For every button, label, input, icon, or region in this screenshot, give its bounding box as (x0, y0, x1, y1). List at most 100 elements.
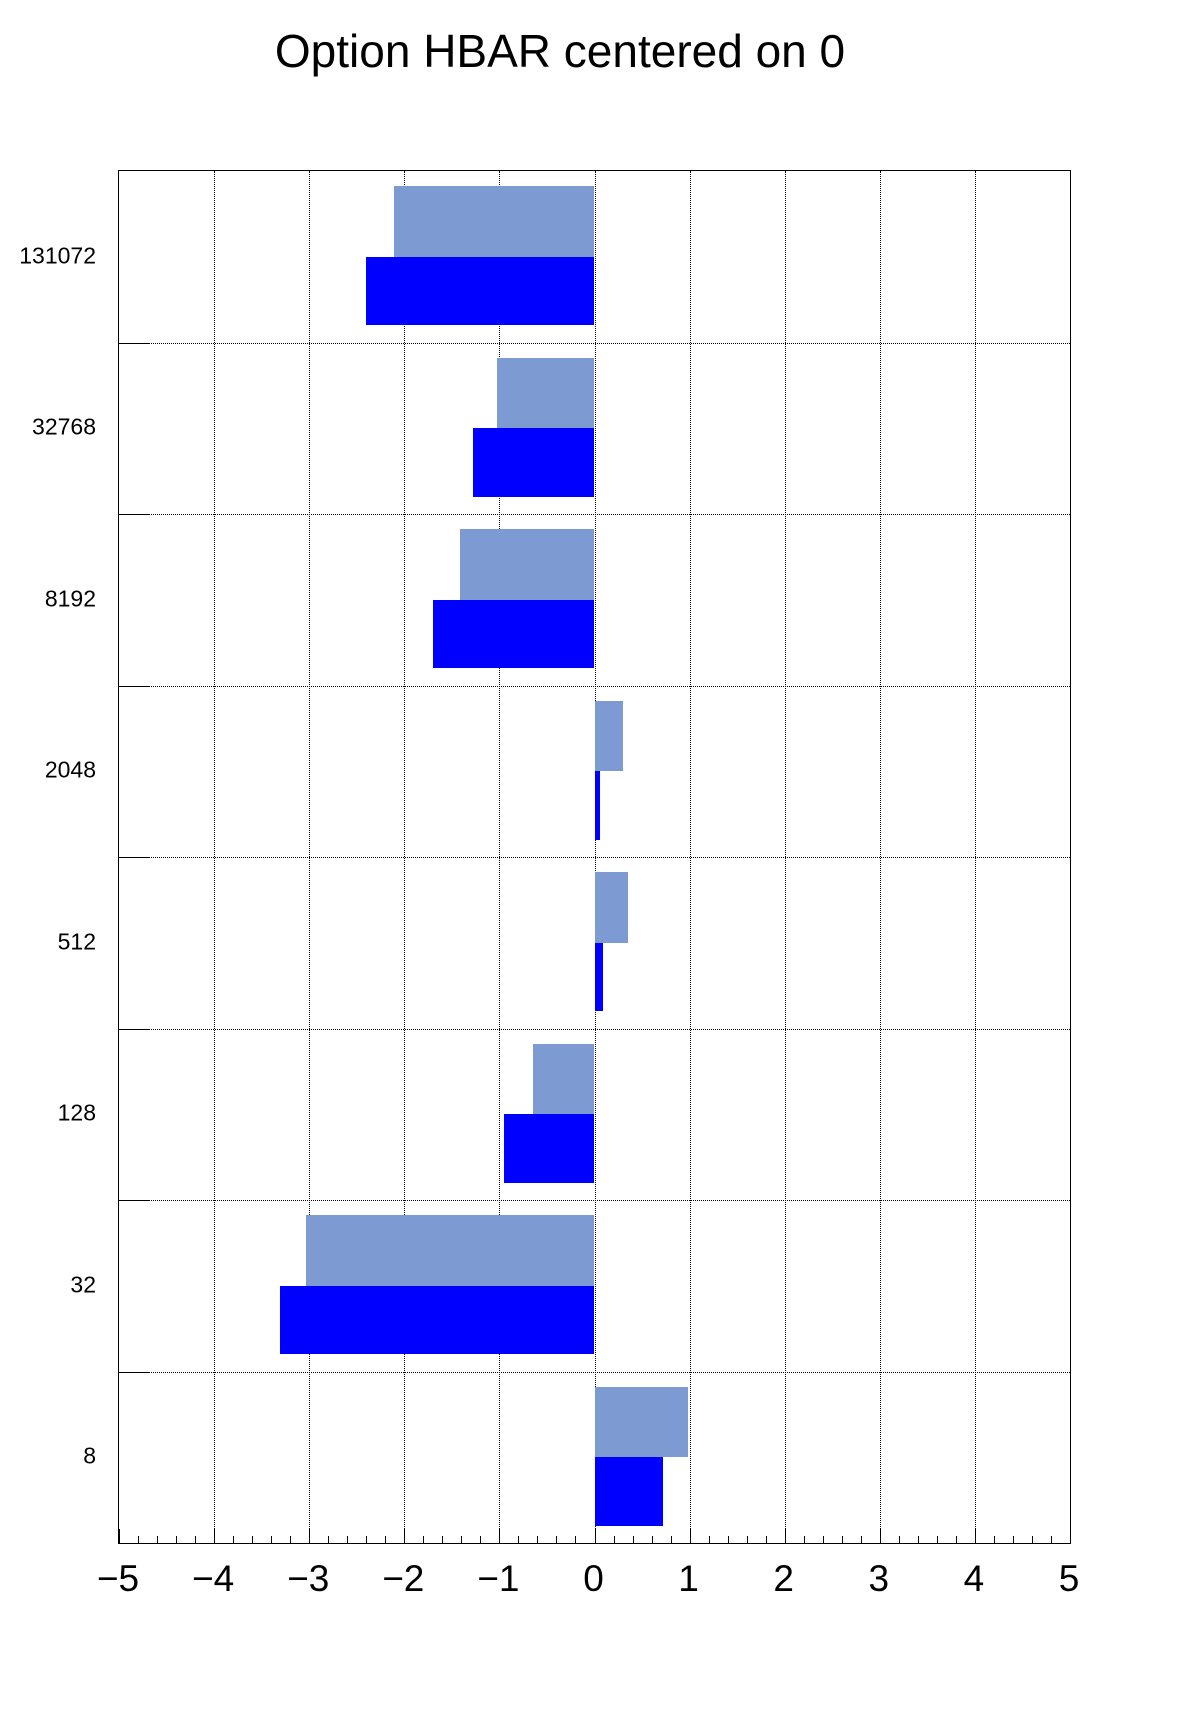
x-axis-minor-tick (936, 1536, 938, 1543)
x-axis-tick-label: 4 (963, 1558, 985, 1599)
x-axis-minor-tick (366, 1536, 368, 1543)
light-blue-bar (594, 872, 628, 943)
x-axis-tick-label: 0 (583, 1558, 604, 1599)
x-axis-minor-tick (461, 1536, 463, 1543)
x-axis-minor-tick (347, 1536, 349, 1543)
dark-blue-bar (504, 1114, 595, 1183)
x-axis-minor-tick (746, 1536, 748, 1543)
y-gridline (119, 685, 1070, 687)
x-axis-minor-tick (271, 1536, 273, 1543)
y-axis-tick (119, 342, 149, 344)
y-axis-tick (119, 1200, 149, 1201)
x-axis-minor-tick (727, 1536, 729, 1543)
x-axis-minor-tick (556, 1536, 558, 1543)
x-axis-minor-tick (898, 1536, 900, 1543)
x-axis-minor-tick (1050, 1536, 1052, 1543)
x-axis-minor-tick (328, 1536, 330, 1543)
y-axis-category-label: 512 (57, 928, 96, 955)
y-axis-tick (119, 1371, 149, 1373)
light-blue-bar (496, 357, 595, 429)
y-axis-category-label: 128 (57, 1099, 96, 1126)
x-axis-tick-label: −5 (96, 1558, 140, 1599)
y-axis-tick (119, 685, 149, 687)
x-axis-minor-tick (632, 1536, 634, 1543)
x-axis-major-tick (1070, 1529, 1071, 1543)
light-blue-bar (594, 700, 624, 772)
light-blue-bar (306, 1215, 595, 1286)
y-axis-tick (119, 1028, 149, 1030)
chart-title: Option HBAR centered on 0 (274, 25, 846, 77)
x-axis-minor-tick (670, 1536, 672, 1543)
y-axis-category-label: 131072 (19, 242, 96, 269)
x-axis-minor-tick (252, 1536, 254, 1543)
dark-blue-bar (366, 256, 595, 326)
x-axis-tick-label: 3 (868, 1558, 890, 1599)
x-axis-minor-tick (537, 1536, 539, 1543)
x-axis-tick-label: 5 (1058, 1558, 1080, 1599)
light-blue-bar (393, 186, 595, 257)
x-axis-minor-tick (1031, 1536, 1033, 1543)
x-axis-minor-tick (1012, 1536, 1014, 1543)
x-axis-minor-tick (442, 1536, 444, 1543)
x-axis-minor-tick (195, 1536, 197, 1543)
x-axis-minor-tick (765, 1536, 767, 1543)
light-blue-bar (594, 1386, 688, 1458)
x-axis-minor-tick (803, 1536, 805, 1543)
x-axis-minor-tick (233, 1536, 235, 1543)
x-axis-major-tick (119, 1529, 120, 1543)
dark-blue-bar (279, 1285, 595, 1355)
x-axis-minor-tick (841, 1536, 843, 1543)
x-axis-minor-tick (708, 1536, 710, 1543)
dark-blue-bar (472, 428, 595, 497)
x-axis-minor-tick (917, 1536, 919, 1543)
x-axis-minor-tick (176, 1536, 178, 1543)
y-axis-tick (119, 514, 149, 515)
y-axis-category-label: 8192 (44, 585, 96, 612)
dark-blue-bar (594, 942, 604, 1012)
x-axis-minor-tick (157, 1536, 159, 1543)
x-axis-minor-tick (955, 1536, 957, 1543)
dark-blue-bar (594, 771, 601, 840)
dark-blue-bar (432, 599, 595, 669)
y-gridline (119, 514, 1070, 515)
x-axis-minor-tick (480, 1536, 482, 1543)
x-axis-minor-tick (138, 1536, 140, 1543)
x-axis-minor-tick (290, 1536, 292, 1543)
dark-blue-bar (594, 1457, 663, 1526)
x-axis-tick-label: −4 (192, 1558, 235, 1599)
x-axis-tick-label: 1 (678, 1558, 699, 1599)
y-axis-tick (119, 857, 149, 858)
y-axis-category-label: 2048 (44, 756, 96, 783)
plot-frame (118, 170, 1071, 1544)
x-axis-major-tick (594, 1529, 596, 1543)
x-axis-minor-tick (822, 1536, 824, 1543)
light-blue-bar (532, 1043, 595, 1115)
x-axis-major-tick (214, 1529, 216, 1543)
y-axis-category-label: 32 (70, 1271, 96, 1298)
x-axis-major-tick (404, 1529, 406, 1543)
x-axis-minor-tick (423, 1536, 425, 1543)
x-axis-minor-tick (575, 1536, 577, 1543)
y-gridline (119, 857, 1070, 858)
x-axis-tick-label: −3 (287, 1558, 330, 1599)
y-gridline (119, 1371, 1070, 1373)
x-axis-minor-tick (860, 1536, 862, 1543)
y-gridline (119, 1200, 1070, 1201)
light-blue-bar (460, 529, 595, 600)
y-gridline (119, 342, 1070, 344)
x-axis-minor-tick (993, 1536, 995, 1543)
y-axis-category-label: 8 (83, 1442, 96, 1469)
x-axis-major-tick (784, 1529, 786, 1543)
x-axis-tick-label: −1 (477, 1558, 520, 1599)
x-axis-major-tick (309, 1529, 311, 1543)
x-axis-tick-label: 2 (773, 1558, 794, 1599)
x-axis-minor-tick (385, 1536, 387, 1543)
y-gridline (119, 1028, 1070, 1030)
x-axis-major-tick (974, 1529, 976, 1543)
x-axis-tick-label: −2 (382, 1558, 425, 1599)
x-axis-major-tick (499, 1529, 501, 1543)
x-axis-minor-tick (613, 1536, 615, 1543)
x-axis-minor-tick (518, 1536, 520, 1543)
x-axis-minor-tick (651, 1536, 653, 1543)
